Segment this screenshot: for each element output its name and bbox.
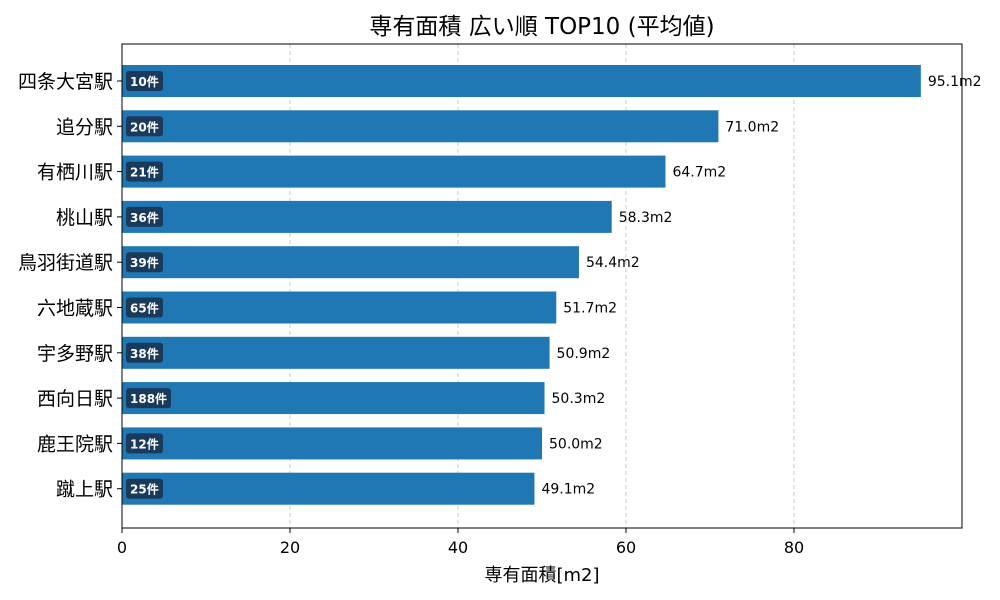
count-label: 188件 <box>130 391 167 406</box>
x-axis-label: 専有面積[m2] <box>484 565 599 586</box>
value-label: 50.0m2 <box>549 436 603 452</box>
count-label: 10件 <box>130 74 159 89</box>
bar <box>122 472 535 505</box>
value-label: 95.1m2 <box>928 74 982 90</box>
value-label: 64.7m2 <box>672 165 726 181</box>
count-label: 65件 <box>130 301 159 316</box>
x-ticks: 0 20 40 60 80 <box>117 528 804 557</box>
bars: 10件 95.1m2 20件 71.0m2 21件 64.7m2 36件 58.3m2 39件 5… <box>122 65 982 505</box>
count-label: 20件 <box>130 119 159 134</box>
y-tick-label: 西向日駅 <box>37 388 113 410</box>
value-label: 58.3m2 <box>619 210 673 226</box>
value-label: 49.1m2 <box>541 482 595 498</box>
x-tick-label: 0 <box>117 538 127 557</box>
bar <box>122 336 550 369</box>
bar <box>122 110 719 143</box>
x-tick-label: 80 <box>784 538 804 557</box>
y-tick-label: 鳥羽街道駅 <box>18 252 113 274</box>
count-badge <box>126 388 171 409</box>
count-badge <box>126 161 163 182</box>
bar <box>122 382 545 415</box>
bar <box>122 427 542 460</box>
y-tick-label: 桃山駅 <box>56 207 113 229</box>
y-tick-label: 四条大宮駅 <box>18 71 113 93</box>
value-label: 51.7m2 <box>563 301 617 317</box>
value-label: 54.4m2 <box>586 255 640 271</box>
y-tick-label: 蹴上駅 <box>56 479 113 501</box>
y-tick-label: 追分駅 <box>56 116 113 138</box>
x-tick-label: 60 <box>616 538 636 557</box>
y-tick-label: 有栖川駅 <box>37 162 113 184</box>
value-label: 71.0m2 <box>725 119 779 135</box>
y-tick-label: 鹿王院駅 <box>37 433 113 455</box>
count-badge <box>126 252 163 273</box>
count-badge <box>126 297 163 318</box>
bar <box>122 155 666 188</box>
count-label: 12件 <box>130 436 159 451</box>
plot-frame <box>121 43 963 529</box>
chart-title: 専有面積 広い順 TOP10 (平均値) <box>369 14 714 40</box>
count-label: 36件 <box>130 210 159 225</box>
count-badge <box>126 116 163 137</box>
bar <box>122 246 579 279</box>
y-tick-label: 宇多野駅 <box>37 343 113 365</box>
value-label: 50.9m2 <box>557 346 611 362</box>
value-label: 50.3m2 <box>552 391 606 407</box>
x-tick-label: 40 <box>448 538 468 557</box>
count-label: 25件 <box>130 482 159 497</box>
bar <box>122 200 612 233</box>
count-label: 21件 <box>130 165 159 180</box>
x-tick-label: 20 <box>280 538 300 557</box>
count-badge <box>126 206 163 227</box>
count-label: 38件 <box>130 346 159 361</box>
count-badge <box>126 478 163 499</box>
bar <box>122 291 557 324</box>
count-badge <box>126 71 163 91</box>
bar <box>122 65 921 97</box>
count-badge <box>126 342 163 363</box>
count-badge <box>126 433 163 454</box>
count-label: 39件 <box>130 255 159 270</box>
y-tick-label: 六地蔵駅 <box>37 298 113 320</box>
